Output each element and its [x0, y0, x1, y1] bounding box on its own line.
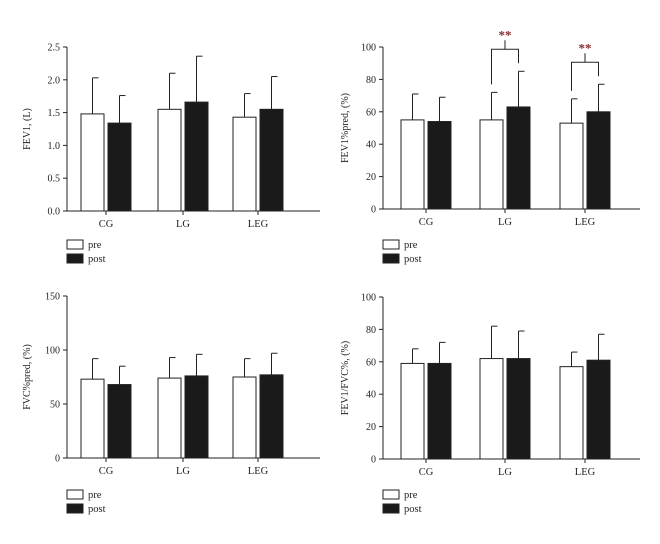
bar-post — [586, 359, 611, 460]
x-tick-label: LEG — [248, 219, 269, 230]
legend-swatch-post — [382, 253, 400, 264]
legend: pre post — [66, 239, 106, 265]
x-tick-label: CG — [419, 467, 434, 478]
y-tick-label: 20 — [366, 172, 376, 183]
legend-label-post: post — [404, 254, 422, 265]
legend-swatch-post — [66, 503, 84, 514]
legend-label-post: post — [88, 254, 106, 265]
bar-post — [586, 111, 611, 210]
bar-pre — [232, 116, 257, 212]
legend-swatch-post — [66, 253, 84, 264]
y-tick-label: 150 — [45, 292, 60, 303]
bar-pre — [80, 378, 105, 459]
chart-panel-1: 0.0 0.5 1.0 1.5 2.0 2.5 FEV1, (L) CG LG LEG pre pos… — [22, 43, 320, 265]
bar-pre — [157, 108, 182, 212]
x-tick-label: LG — [176, 466, 190, 477]
y-tick-label: 20 — [366, 422, 376, 433]
y-tick-label: 2.0 — [48, 75, 61, 86]
bar-post — [506, 358, 531, 460]
y-tick-label: 60 — [366, 357, 376, 368]
bar-post — [259, 374, 284, 459]
x-tick-label: LEG — [248, 466, 269, 477]
bar-post — [427, 362, 452, 460]
chart-panel-3: 0 50 100 150 FVC%pred, (%) CG LG LEG pre post — [22, 292, 320, 515]
legend-label-post: post — [404, 504, 422, 515]
y-tick-label: 100 — [45, 346, 60, 357]
legend-swatch-pre — [382, 489, 400, 500]
legend: pre post — [382, 489, 422, 515]
x-tick-label: LG — [498, 467, 512, 478]
bar-pre — [80, 113, 105, 212]
y-tick-label: 40 — [366, 140, 376, 151]
y-tick-label: 0.5 — [48, 174, 61, 185]
y-tick-label: 1.5 — [48, 108, 61, 119]
legend-label-pre: pre — [88, 490, 102, 501]
x-tick-label: CG — [99, 219, 114, 230]
legend-swatch-pre — [66, 239, 84, 250]
legend-swatch-pre — [382, 239, 400, 250]
x-tick-label: LEG — [575, 467, 596, 478]
y-tick-label: 80 — [366, 325, 376, 336]
bar-pre — [400, 362, 425, 460]
bar-post — [506, 106, 531, 210]
x-tick-label: LG — [498, 217, 512, 228]
significance-bracket — [491, 48, 519, 85]
bar-pre — [559, 366, 584, 460]
bar-pre — [157, 377, 182, 459]
chart-panel-2: 0 20 40 60 80 100 FEV1%pred, (%) CG LG LEG ** ** pre… — [340, 27, 640, 265]
y-tick-label: 1.0 — [48, 141, 61, 152]
bar-pre — [479, 119, 504, 210]
x-tick-label: CG — [99, 466, 114, 477]
bar-pre — [232, 376, 257, 459]
bar-post — [259, 108, 284, 212]
significance-label: ** — [579, 40, 592, 55]
significance-label: ** — [499, 27, 512, 42]
x-tick-label: LEG — [575, 217, 596, 228]
legend: pre post — [66, 489, 106, 515]
legend-swatch-pre — [66, 489, 84, 500]
bar-pre — [400, 119, 425, 210]
legend-label-post: post — [88, 504, 106, 515]
x-tick-label: CG — [419, 217, 434, 228]
y-tick-label: 60 — [366, 107, 376, 118]
legend-label-pre: pre — [404, 240, 418, 251]
bar-post — [107, 384, 132, 459]
y-tick-label: 50 — [50, 400, 60, 411]
y-axis-title: FEV1/FVC%, (%) — [340, 341, 351, 415]
y-tick-label: 40 — [366, 390, 376, 401]
legend-swatch-post — [382, 503, 400, 514]
y-tick-label: 80 — [366, 75, 376, 86]
y-tick-label: 100 — [361, 43, 376, 54]
y-tick-label: 2.5 — [48, 43, 61, 54]
legend-label-pre: pre — [404, 490, 418, 501]
legend: pre post — [382, 239, 422, 265]
bar-pre — [479, 358, 504, 460]
bar-post — [107, 122, 132, 212]
y-tick-label: 0 — [371, 455, 376, 466]
significance-bracket — [571, 61, 599, 91]
x-tick-label: LG — [176, 219, 190, 230]
bar-pre — [559, 122, 584, 210]
bar-post — [184, 375, 209, 459]
y-tick-label: 0 — [371, 205, 376, 216]
y-axis-title: FEV1%pred, (%) — [340, 93, 351, 163]
y-tick-label: 0.0 — [48, 207, 61, 218]
legend-label-pre: pre — [88, 240, 102, 251]
y-axis-title: FEV1, (L) — [22, 108, 33, 150]
bar-post — [427, 121, 452, 210]
chart-panel-4: 0 20 40 60 80 100 FEV1/FVC%, (%) CG LG LEG pre post — [340, 293, 640, 515]
y-tick-label: 100 — [361, 293, 376, 304]
y-axis-title: FVC%pred, (%) — [22, 344, 33, 410]
bar-post — [184, 101, 209, 212]
y-tick-label: 0 — [55, 454, 60, 465]
